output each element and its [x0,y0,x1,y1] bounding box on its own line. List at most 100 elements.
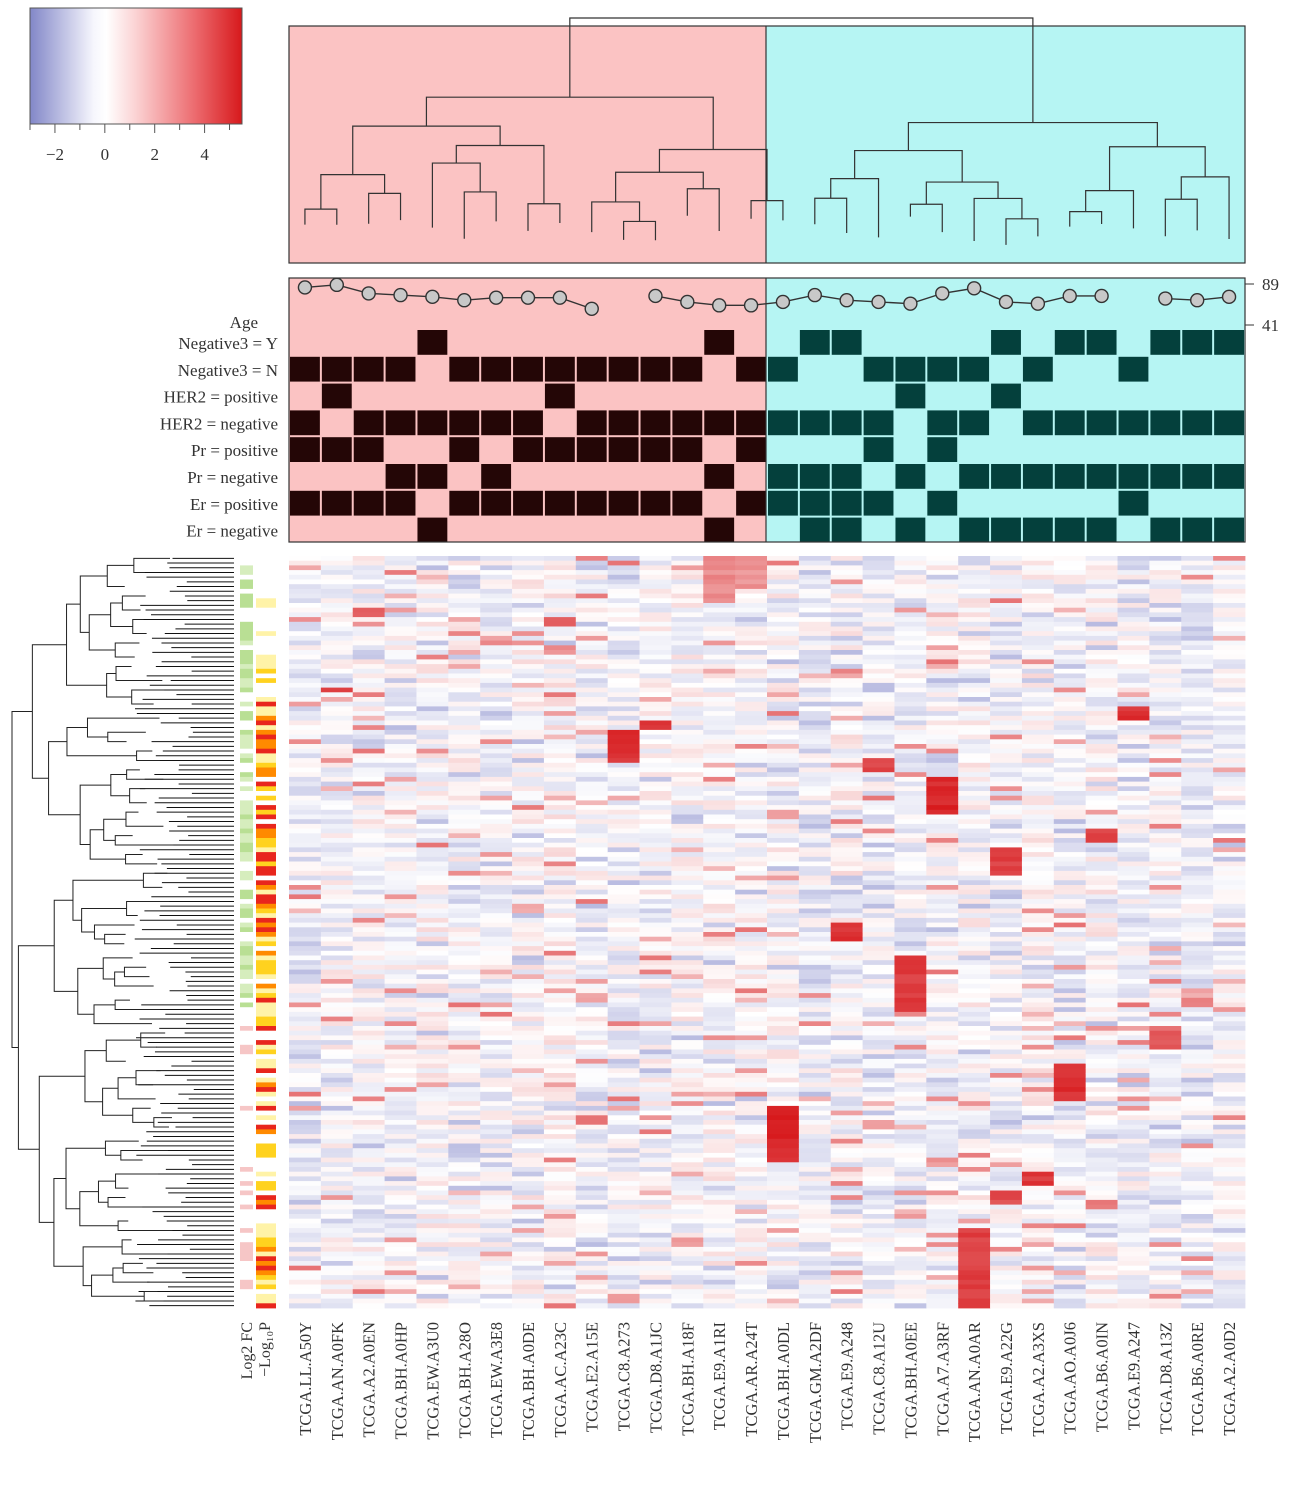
heatmap-cell [735,1256,768,1262]
heatmap-cell [767,1209,800,1215]
heatmap-cell [671,574,704,580]
heatmap-cell [352,664,385,670]
heatmap-cell [416,838,449,844]
log2fc-bar [240,861,253,867]
annotation-cell [1150,517,1181,543]
heatmap-cell [767,1030,800,1036]
heatmap-cell [320,767,354,773]
heatmap-cell [1085,1016,1118,1022]
heatmap-cell [767,1058,800,1064]
heatmap-cell [416,1129,449,1135]
log2fc-bar [240,946,253,952]
heatmap-cell [1053,1284,1087,1290]
row-dendrogram-branch [48,741,81,816]
heatmap-cell [958,1040,991,1046]
heatmap-cell [352,941,385,947]
heatmap-cell [767,776,800,782]
heatmap-cell [512,988,545,994]
heatmap-cell [958,861,991,867]
log10p-bar [256,1115,276,1121]
heatmap-cell [862,993,895,999]
heatmap-cell [735,1021,768,1027]
heatmap-cell [480,1016,513,1022]
log10p-bar [256,776,276,782]
heatmap-cell [830,974,863,980]
heatmap-cell [703,786,736,792]
heatmap-cell [289,673,322,679]
heatmap-cell [958,1162,991,1168]
heatmap-cell [926,664,959,670]
heatmap-cell [1053,1228,1087,1234]
heatmap-cell [639,1265,672,1271]
heatmap-cell [543,988,577,994]
heatmap-cell [1053,1298,1087,1304]
heatmap-cell [958,1228,991,1234]
heatmap-cell [480,776,513,782]
heatmap-cell [926,556,959,562]
heatmap-cell [512,621,545,627]
heatmap-cell [735,870,768,876]
heatmap-cell [1053,852,1087,858]
heatmap-cell [703,574,736,580]
heatmap-cell [894,621,927,627]
heatmap-cell [575,1101,609,1107]
heatmap-cell [384,748,417,754]
heatmap-cell [926,880,959,886]
heatmap-cell [607,654,640,660]
heatmap-cell [767,1237,800,1243]
heatmap-cell [607,913,640,919]
heatmap-cell [289,1228,322,1234]
heatmap-cell [830,1105,863,1111]
heatmap-cell [862,960,895,966]
heatmap-cell [448,1237,481,1243]
heatmap-cell [1085,612,1118,618]
heatmap-cell [512,1021,545,1027]
heatmap-cell [352,729,385,735]
heatmap-cell [639,1148,672,1154]
heatmap-cell [512,828,545,834]
heatmap-cell [1053,880,1087,886]
heatmap-cell [990,1204,1023,1210]
heatmap-cell [990,988,1023,994]
heatmap-cell [1085,635,1118,641]
heatmap-cell [1053,875,1087,881]
heatmap-cell [384,744,417,750]
heatmap-cell [1053,955,1087,961]
heatmap-cell [990,1115,1023,1121]
heatmap-cell [767,1134,800,1140]
log2fc-bar [240,682,253,688]
heatmap-cell [512,1148,545,1154]
heatmap-cell [703,593,736,599]
heatmap-cell [958,1270,991,1276]
heatmap-cell [958,579,991,585]
log2fc-bar [240,1218,253,1224]
heatmap-cell [575,1256,609,1262]
heatmap-cell [798,631,832,637]
heatmap-cell [607,603,640,609]
heatmap-cell [1053,1105,1087,1111]
heatmap-cell [798,673,832,679]
heatmap-cell [1021,941,1055,947]
heatmap-cell [735,697,768,703]
heatmap-cell [1053,725,1087,731]
heatmap-cell [512,823,545,829]
heatmap-cell [512,1030,545,1036]
heatmap-cell [639,776,672,782]
heatmap-cell [926,1185,959,1191]
log10p-bar [256,584,276,590]
heatmap-cell [1021,889,1055,895]
heatmap-cell [289,927,322,933]
heatmap-cell [543,1134,577,1140]
heatmap-cell [1085,706,1118,712]
heatmap-cell [384,678,417,684]
heatmap-cell [1053,1279,1087,1285]
log2fc-bar [240,1261,253,1267]
heatmap-cell [575,870,609,876]
heatmap-cell [384,1246,417,1252]
heatmap-cell [1053,795,1087,801]
heatmap-cell [639,612,672,618]
annotation-cell [544,356,575,382]
heatmap-cell [990,593,1023,599]
heatmap-cell [798,682,832,688]
heatmap-cell [1117,603,1150,609]
